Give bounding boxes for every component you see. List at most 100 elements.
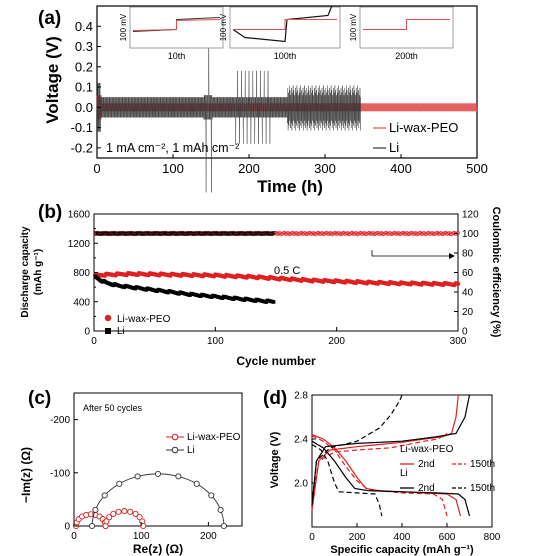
ce-point [328,231,333,235]
inset-3: 100 mV 200th [349,6,454,61]
panel-c-ytick-label: -100 [50,468,70,479]
inset-ylabel: 100 mV [349,13,358,41]
panel-a-annotation: 1 mA cm⁻², 1 mAh cm⁻² [106,141,239,155]
ce-point [350,230,355,235]
nyquist-point [220,522,227,530]
nyquist-point [136,514,143,521]
panel-a-xlabel: Time (h) [257,177,323,196]
inset-trace-li-wax-peo [132,19,221,31]
curve-li-2nd-discharge [311,440,471,517]
legend-label-li: Li [187,445,195,456]
panel-d-label: (d) [263,388,287,409]
nyquist-point [208,492,215,499]
panel-b-xtick-label: 100 [207,336,224,347]
legend-marker-li [171,446,179,454]
panel-b-arrow-head [449,253,455,259]
ce-point [413,231,418,235]
nyquist-point [115,508,122,515]
panel-b: (b) 0 100 200 30004008001200160002040608010… [20,202,502,368]
inset-1: 100 mV 10th [119,6,224,61]
curve-li-wax-peo-2nd-charge [311,394,459,511]
panel-b-label: (b) [38,202,62,223]
capacity-series-li [93,274,276,304]
panel-a-insets: 100 mV 10th 100 mV 100th 100 mV 200th [119,5,454,61]
nyquist-point [110,510,117,517]
inset-label: 100th [274,51,297,61]
panel-c-frame [73,392,243,527]
inset-label: 10th [168,51,186,61]
panel-a-frame [96,5,478,159]
nyquist-point [193,480,200,487]
panel-b-ytick-right-label: 100 [462,229,479,240]
panel-a-ytick-label: 0.4 [75,19,93,34]
legend-label-li: Li [389,140,399,155]
panel-b-ytick-right-label: 20 [462,307,474,318]
ce-series-li [93,231,276,236]
nyquist-point [121,508,128,515]
nyquist-point [132,510,139,517]
ce-point [371,231,375,235]
panel-d-xtick-label: 600 [439,532,456,543]
ce-point [354,231,358,235]
panel-b-ytick-right-label: 0 [462,327,468,338]
ce-point [396,231,401,235]
panel-b-legend: Li-wax-PEO Li [104,314,171,337]
panel-c-xtick-label: 200 [200,531,217,542]
panel-a-ylabel: Voltage (V) [43,36,62,124]
panel-b-annotation: 0.5 C [274,265,300,277]
panel-b-ytick-right-label: 60 [462,268,474,279]
ce-point [422,231,426,235]
panel-d-xtick-label: 400 [394,532,411,543]
ce-point [401,230,406,235]
panel-d-ytick-label: 2.0 [294,479,308,490]
curve-li-2nd-charge [311,394,471,506]
ce-point [384,230,389,235]
nyquist-point [134,473,141,480]
ce-point [333,230,338,235]
panel-b-xlabel: Cycle number [236,354,316,368]
panel-b-ytick-left-label: 0 [84,327,90,338]
ce-point [362,231,367,235]
nyquist-point [92,506,99,513]
panel-d-xtick-label: 0 [309,532,315,543]
panel-a-ytick-label: -0.2 [71,140,93,155]
legend-marker-li-wax-peo [171,433,179,441]
ce-point [359,230,363,235]
nyquist-point [217,506,224,513]
panel-c-xtick-label: 0 [71,531,77,542]
ce-point [345,231,350,235]
capacity-point [271,300,276,304]
ce-point [405,231,409,235]
inset-trace-li-wax-peo [233,19,337,30]
panel-a-legend: Li-wax-PEO Li [373,120,458,155]
nyquist-point [140,522,147,530]
capacity-series-li-wax-peo [93,270,461,288]
ce-point [342,230,346,235]
panel-d-legend-item-label: 150th [470,459,495,470]
ce-point [426,230,431,235]
panel-d-xtick-label: 800 [484,532,501,543]
legend-label-li: Li [117,326,125,337]
panel-b-ytick-right-label: 80 [462,249,474,260]
legend-marker-li [105,328,111,334]
ce-point [311,231,316,235]
panel-b-ylabel-left-line2: (mAh g⁻¹) [33,249,44,295]
panel-b-xtick-label: 200 [328,336,345,347]
panel-c: (c) 0 100 200 0 -100 -200 −Im(z) (Ω) Re(z) (Ω… [19,388,243,556]
nyquist-series-li [89,470,227,530]
panel-c-ylabel: −Im(z) (Ω) [19,447,33,503]
panel-d-axes: 0 200 400 600 800 2.0 2.4 2.8 [294,391,501,544]
curve-li-wax-peo-150th-discharge [311,435,448,517]
panel-c-label: (c) [28,388,51,409]
panel-b-ce-arrow [371,250,455,259]
ce-point [274,230,278,235]
ce-point [286,231,291,235]
panel-d-ytick-label: 2.8 [294,391,308,402]
inset-label: 200th [395,51,418,61]
panel-b-arrow-line [371,250,449,257]
ce-point [308,230,312,235]
ce-point [409,230,414,235]
curve-li-wax-peo-150th-charge [311,432,448,506]
ce-point [376,230,380,235]
